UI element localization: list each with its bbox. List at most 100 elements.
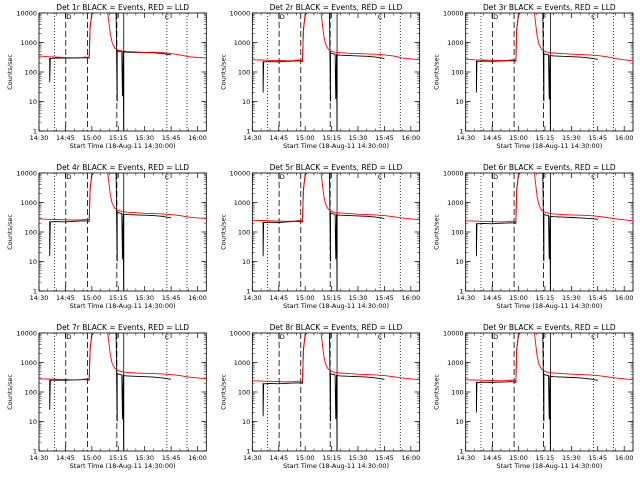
x-tick-label: 14:45 xyxy=(269,294,288,302)
y-tick-label: 100 xyxy=(238,389,250,397)
x-tick-label: 16:00 xyxy=(401,134,420,142)
x-tick-label: 15:45 xyxy=(162,454,181,462)
interval-marker-d: D xyxy=(66,13,71,21)
x-axis-label: Start Time (18-Aug-11 14:30:00) xyxy=(70,302,176,310)
x-axis-label: Start Time (18-Aug-11 14:30:00) xyxy=(283,462,389,470)
y-tick-label: 1000 xyxy=(234,359,251,367)
y-tick-label: 10 xyxy=(455,258,463,266)
y-axis-label: Counts/sec xyxy=(6,374,14,410)
interval-marker-d: D xyxy=(280,333,285,341)
y-tick-label: 10 xyxy=(242,418,250,426)
x-tick-label: 15:45 xyxy=(162,294,181,302)
y-tick-label: 10000 xyxy=(443,330,464,338)
lld-series-line xyxy=(465,333,633,382)
interval-marker-c: C xyxy=(591,173,596,181)
x-tick-label: 14:45 xyxy=(483,134,502,142)
y-axis-label: Counts/sec xyxy=(433,54,441,90)
y-tick-label: 1 xyxy=(246,448,250,456)
lld-series-line xyxy=(39,13,207,59)
x-tick-label: 15:00 xyxy=(509,294,528,302)
y-tick-label: 10000 xyxy=(443,170,464,178)
x-tick-label: 14:30 xyxy=(456,294,475,302)
x-tick-label: 14:30 xyxy=(456,134,475,142)
x-tick-label: 15:45 xyxy=(375,454,394,462)
x-tick-label: 15:00 xyxy=(296,454,315,462)
y-tick-label: 10000 xyxy=(230,10,251,18)
x-tick-label: 14:30 xyxy=(30,454,49,462)
y-tick-label: 10 xyxy=(29,258,37,266)
x-tick-label: 15:45 xyxy=(588,134,607,142)
interval-marker-c: C xyxy=(378,173,383,181)
interval-marker-c: C xyxy=(165,173,170,181)
x-tick-label: 15:45 xyxy=(375,134,394,142)
chart-title: Det 1r BLACK = Events, RED = LLD xyxy=(56,3,189,12)
x-tick-label: 14:30 xyxy=(30,294,49,302)
lld-series-line xyxy=(39,333,207,381)
y-tick-label: 1000 xyxy=(20,199,37,207)
x-tick-label: 14:45 xyxy=(269,454,288,462)
y-tick-label: 100 xyxy=(238,69,250,77)
y-tick-label: 1 xyxy=(460,448,464,456)
y-tick-label: 100 xyxy=(25,69,37,77)
events-series-line xyxy=(262,13,385,131)
y-tick-label: 100 xyxy=(238,229,250,237)
y-tick-label: 1000 xyxy=(20,39,37,47)
y-tick-label: 100 xyxy=(451,69,463,77)
x-tick-label: 15:15 xyxy=(536,454,555,462)
x-tick-label: 15:30 xyxy=(349,134,368,142)
y-tick-label: 10 xyxy=(455,418,463,426)
x-axis-label: Start Time (18-Aug-11 14:30:00) xyxy=(283,142,389,150)
lld-series-line xyxy=(252,333,420,383)
x-tick-label: 16:00 xyxy=(188,134,207,142)
y-tick-label: 100 xyxy=(25,229,37,237)
x-tick-label: 15:15 xyxy=(109,134,128,142)
interval-marker-c: C xyxy=(165,13,170,21)
lld-series-line xyxy=(465,173,633,223)
x-tick-label: 15:30 xyxy=(135,454,154,462)
events-series-line xyxy=(475,333,598,451)
x-axis-label: Start Time (18-Aug-11 14:30:00) xyxy=(283,302,389,310)
x-tick-label: 14:30 xyxy=(243,454,262,462)
y-tick-label: 1 xyxy=(460,128,464,136)
y-tick-label: 1 xyxy=(33,128,37,136)
x-tick-label: 16:00 xyxy=(615,294,634,302)
chart-panel-5: Det 5r BLACK = Events, RED = LLD 1 10 100 10… xyxy=(219,163,420,310)
chart-panel-7: Det 7r BLACK = Events, RED = LLD 1 10 100 10… xyxy=(6,323,207,470)
y-axis-label: Counts/sec xyxy=(219,54,227,90)
y-tick-label: 10 xyxy=(29,418,37,426)
x-tick-label: 15:00 xyxy=(509,454,528,462)
lld-series-line xyxy=(252,13,420,62)
x-tick-label: 14:45 xyxy=(56,294,75,302)
lld-series-line xyxy=(39,173,207,221)
x-tick-label: 15:15 xyxy=(109,294,128,302)
y-tick-label: 1 xyxy=(33,448,37,456)
y-tick-label: 1 xyxy=(246,288,250,296)
interval-marker-c: C xyxy=(378,13,383,21)
interval-marker-d: D xyxy=(493,333,498,341)
x-tick-label: 15:15 xyxy=(536,294,555,302)
y-tick-label: 10 xyxy=(29,98,37,106)
x-tick-label: 15:30 xyxy=(562,294,581,302)
lld-series-line xyxy=(465,13,633,62)
y-axis-label: Counts/sec xyxy=(6,214,14,250)
interval-marker-c: C xyxy=(591,13,596,21)
chart-title: Det 6r BLACK = Events, RED = LLD xyxy=(483,163,616,172)
chart-title: Det 4r BLACK = Events, RED = LLD xyxy=(56,163,189,172)
x-tick-label: 15:15 xyxy=(322,294,341,302)
interval-marker-d: D xyxy=(66,173,71,181)
y-tick-label: 1000 xyxy=(447,199,464,207)
x-tick-label: 15:00 xyxy=(82,294,101,302)
chart-title: Det 7r BLACK = Events, RED = LLD xyxy=(56,323,189,332)
y-tick-label: 1 xyxy=(246,128,250,136)
x-tick-label: 14:30 xyxy=(456,454,475,462)
y-tick-label: 10 xyxy=(242,98,250,106)
x-tick-label: 15:30 xyxy=(135,294,154,302)
y-axis-label: Counts/sec xyxy=(6,54,14,90)
x-tick-label: 16:00 xyxy=(615,134,634,142)
x-tick-label: 15:15 xyxy=(109,454,128,462)
x-tick-label: 15:45 xyxy=(588,454,607,462)
x-tick-label: 15:00 xyxy=(82,134,101,142)
chart-panel-6: Det 6r BLACK = Events, RED = LLD 1 10 100 10… xyxy=(433,163,634,310)
chart-title: Det 8r BLACK = Events, RED = LLD xyxy=(270,323,403,332)
